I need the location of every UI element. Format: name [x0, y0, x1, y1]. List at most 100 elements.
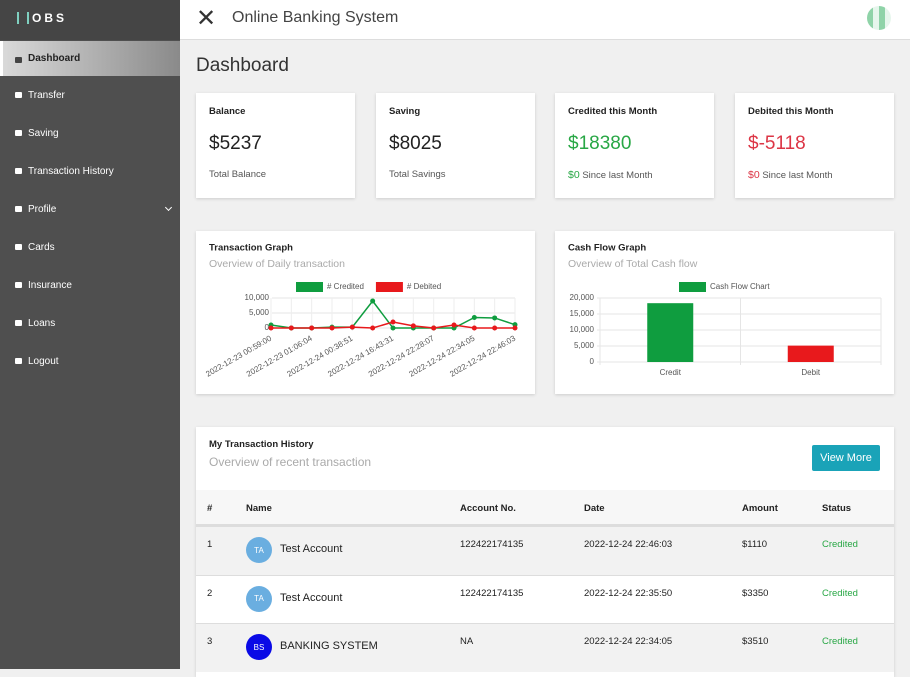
card-subtitle: Total Balance [209, 169, 266, 180]
chevron [164, 203, 173, 212]
bar [787, 345, 834, 362]
y-tick-label: 0 [590, 357, 595, 366]
close-icon[interactable]: ✕ [196, 5, 217, 32]
cell: 122422174135 [460, 587, 524, 599]
bar [647, 303, 694, 362]
stat-card: Saving $8025 Total Savings [376, 93, 535, 198]
y-tick-label: 10,000 [570, 325, 595, 334]
card-title: Balance [209, 106, 246, 117]
menu-item[interactable]: Logout [0, 342, 180, 380]
card-subtitle: $0 Since last Month [748, 169, 833, 181]
chart-card: Cash Flow Graph Overview of Total Cash fl… [555, 231, 894, 394]
legend-swatch [679, 282, 706, 292]
point [492, 315, 498, 321]
table-row: 1 122422174135 2022-12-24 22:46:03 $1110 Cre… [196, 526, 894, 575]
cell: 2 [207, 587, 213, 599]
header-title: Online Banking System [232, 9, 399, 26]
menu-item[interactable]: Saving [0, 114, 180, 152]
chart-subtitle: Overview of Daily transaction [209, 258, 345, 270]
column-header: Name [246, 503, 272, 514]
card-title: Credited this Month [568, 106, 658, 117]
x-tick-label: 2022-12-24 22:46:03 [448, 333, 517, 378]
menu-item[interactable]: Loans [0, 304, 180, 342]
x-tick-label: 2022-12-24 22:34:05 [408, 333, 477, 378]
card-value: $5237 [209, 133, 262, 154]
point [471, 314, 477, 320]
x-tick-label: 2022-12-24 00:38:51 [286, 333, 355, 378]
column-header: # [207, 503, 213, 514]
point [390, 319, 396, 325]
stat-card: Balance $5237 Total Balance [196, 93, 355, 198]
menu-item[interactable]: Transfer [0, 76, 180, 114]
column-header: Date [584, 503, 605, 514]
card-value: $8025 [389, 133, 442, 154]
y-tick-label: 5,000 [249, 308, 270, 317]
view-more-button[interactable]: View More [812, 445, 880, 471]
header: ✕ Online Banking System [180, 0, 910, 40]
table-header [196, 490, 894, 526]
cell: 2022-12-24 22:46:03 [584, 539, 673, 550]
menu-item[interactable]: Insurance [0, 266, 180, 304]
column-header: Account No. [460, 503, 516, 514]
card-title: Debited this Month [748, 106, 834, 117]
cell: Credited [822, 587, 858, 599]
x-tick-label: 2022-12-23 00:59:00 [204, 333, 273, 378]
avatar: TA [246, 537, 272, 563]
menu-item[interactable]: Dashboard [0, 41, 180, 76]
legend-label: # Debited [407, 282, 441, 291]
menu: Dashboard Transfer Saving Transaction Histo… [0, 41, 180, 380]
card-value: $-5118 [748, 133, 806, 154]
avatar[interactable] [867, 6, 891, 30]
y-tick-label: 0 [265, 323, 270, 332]
point [370, 298, 376, 304]
cell: Credited [822, 636, 858, 647]
card-change: $0 [568, 169, 580, 181]
table-row: 2 122422174135 2022-12-24 22:35:50 $3350 Cre… [196, 574, 894, 623]
logo-text: OBS [32, 11, 68, 25]
point [390, 325, 396, 331]
point [451, 322, 457, 328]
menu-item[interactable]: Transaction History [0, 152, 180, 190]
card-subtitle-text: Total Balance [209, 169, 267, 180]
x-tick-label: 2022-12-24 16:43:31 [326, 333, 395, 378]
table-row: 3 NA 2022-12-24 22:34:05 $3510 Credited BS BAN… [196, 623, 894, 672]
chart-card: Transaction Graph Overview of Daily trans… [196, 231, 535, 394]
point [309, 325, 315, 331]
cell: Credited [822, 539, 858, 550]
cell: $1110 [742, 539, 768, 550]
chart: Transaction Graph Overview of Daily trans… [204, 243, 517, 379]
cell: 3 [207, 636, 213, 647]
stat-card: Debited this Month $-5118 $0 Since last Mo… [735, 93, 894, 198]
chart-title: Cash Flow Graph [568, 243, 646, 254]
card-value: $18380 [568, 133, 632, 154]
logo[interactable]: OBS [0, 0, 180, 40]
history-title: My Transaction History [209, 439, 314, 450]
card-change: $0 [748, 169, 760, 181]
x-tick-label: Credit [660, 368, 682, 377]
legend-swatch [375, 282, 403, 292]
y-tick-label: 20,000 [570, 293, 595, 302]
point [471, 325, 477, 331]
avatar: TA [246, 585, 272, 612]
cell: 1 [207, 539, 213, 550]
x-tick-label: 2022-12-24 22:28:07 [367, 333, 436, 378]
history-subtitle: Overview of recent transaction [209, 455, 372, 469]
point [370, 325, 376, 331]
point [329, 325, 335, 331]
page-title: Dashboard [196, 55, 289, 76]
column-header: Status [822, 503, 852, 514]
cell: 2022-12-24 22:34:05 [584, 636, 673, 647]
card-subtitle-text: Total Savings [389, 169, 446, 180]
y-tick-label: 10,000 [245, 293, 270, 302]
history-card: My Transaction History Overview of recen… [196, 427, 894, 677]
point [288, 325, 294, 331]
chart-subtitle: Overview of Total Cash flow [568, 258, 698, 270]
legend-label: Cash Flow Chart [710, 282, 770, 291]
menu-item[interactable]: Cards [0, 228, 180, 266]
point [431, 325, 437, 331]
sidebar: OBS Dashboard Transfer Saving Transaction H… [0, 0, 180, 669]
cell: 2022-12-24 22:35:50 [584, 587, 673, 599]
cell: 122422174135 [460, 539, 524, 550]
menu-item[interactable]: Profile [0, 190, 180, 228]
